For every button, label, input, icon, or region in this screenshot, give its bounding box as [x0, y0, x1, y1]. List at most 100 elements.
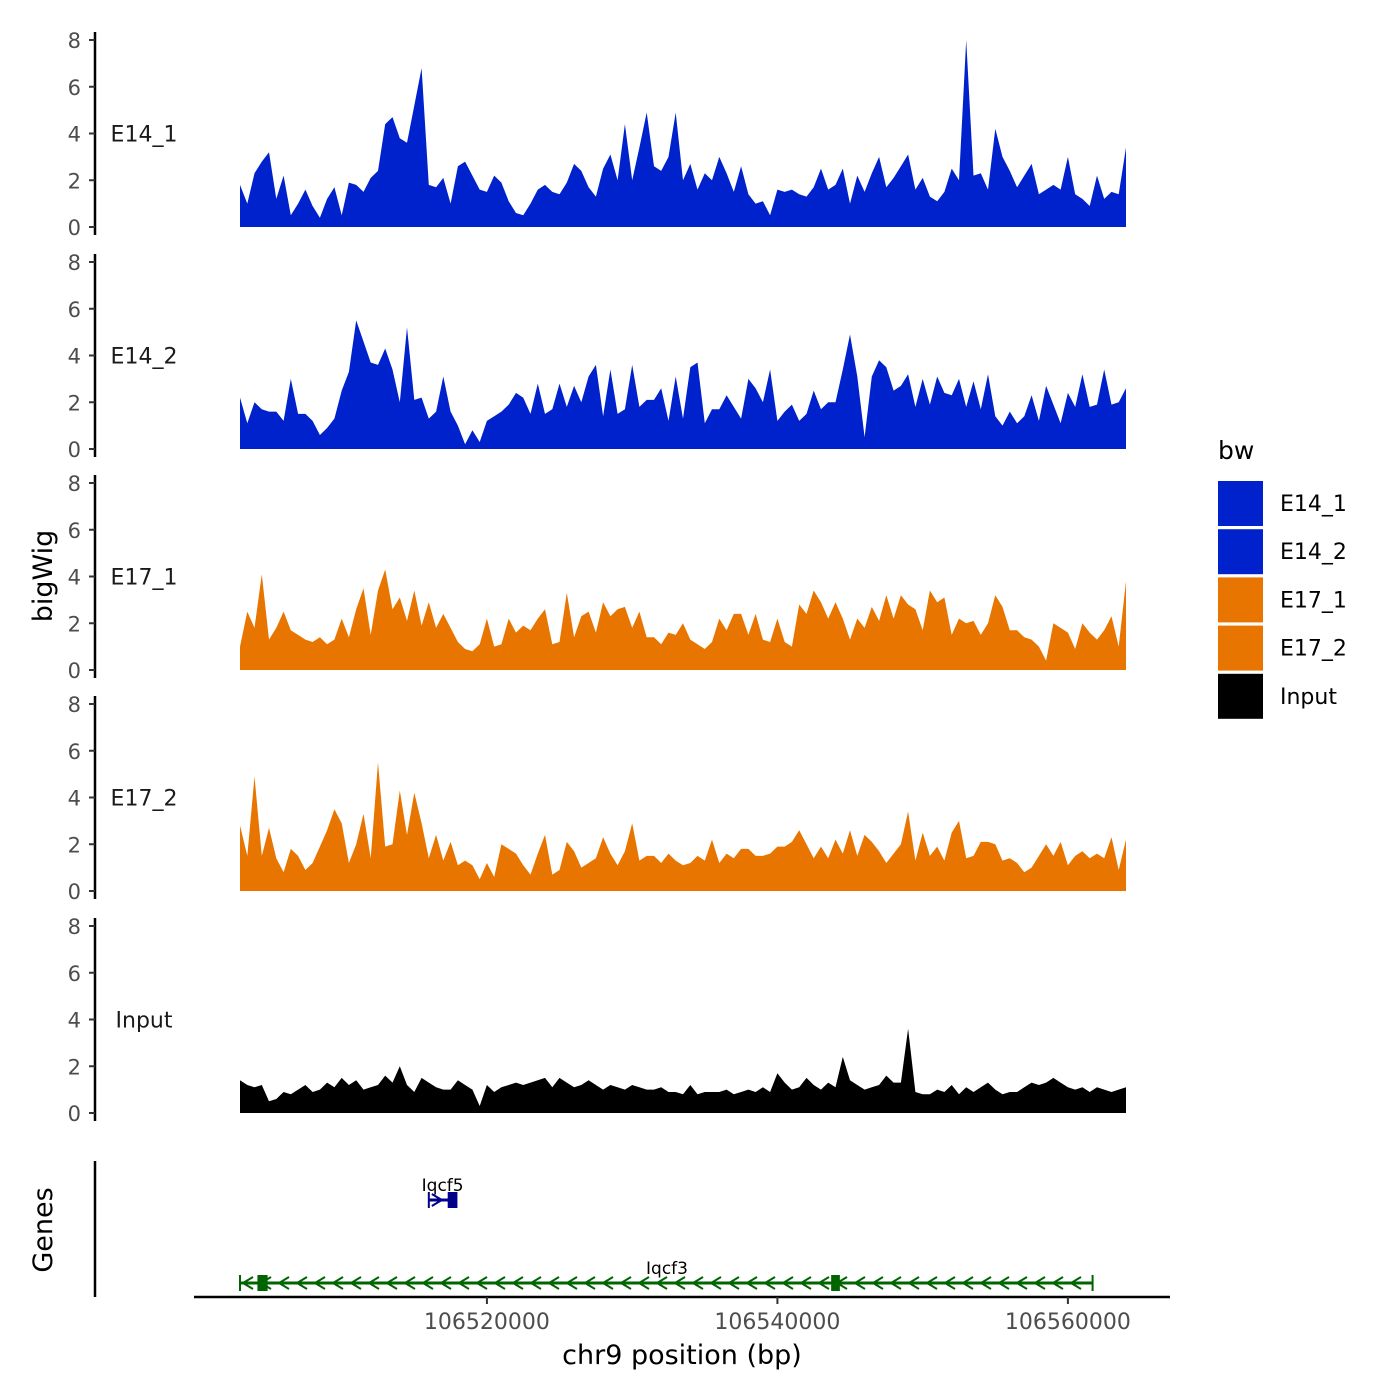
y-axis-title: bigWig	[28, 530, 59, 623]
strand-arrow	[565, 1276, 578, 1290]
track-name-label: Input	[116, 1009, 173, 1034]
strand-arrow	[493, 1276, 506, 1290]
gene-iqcf5: Iqcf5	[422, 1176, 464, 1208]
strand-arrow	[1051, 1276, 1064, 1290]
y-tick-label: 4	[68, 1009, 81, 1033]
x-axis: 106520000 106540000 106560000	[194, 1295, 1170, 1335]
strand-arrow	[691, 1276, 704, 1290]
coverage-area-e14-1	[240, 40, 1126, 227]
strand-arrow	[1015, 1276, 1028, 1290]
gene-iqcf3: Iqcf3	[239, 1259, 1094, 1291]
strand-arrow	[727, 1276, 740, 1290]
gene-name-label: Iqcf3	[646, 1259, 688, 1279]
y-tick-label: 4	[68, 566, 81, 590]
strand-arrow	[421, 1276, 434, 1290]
y-tick-label: 8	[68, 29, 81, 53]
exon	[447, 1192, 456, 1208]
strand-arrow	[655, 1276, 668, 1290]
x-axis-title: chr9 position (bp)	[562, 1340, 802, 1371]
track-name-label: E17_2	[111, 787, 178, 812]
coverage-area-e17-2	[240, 762, 1126, 891]
track-e17-2: 0 2 4 6 8 E17_2	[68, 693, 1126, 904]
strand-arrow	[637, 1276, 650, 1290]
strand-arrow	[997, 1276, 1010, 1290]
track-e14-1: 0 2 4 6 8 E14_1	[68, 29, 1126, 240]
y-tick-label: 2	[68, 391, 81, 415]
strand-arrow	[925, 1276, 938, 1290]
strand-arrow	[943, 1276, 956, 1290]
y-tick-label: 6	[68, 76, 81, 100]
strand-arrow	[403, 1276, 416, 1290]
legend-label: E14_2	[1280, 540, 1347, 565]
track-input: 0 2 4 6 8 Input	[68, 915, 1126, 1126]
strand-arrow	[457, 1276, 470, 1290]
legend-swatch	[1218, 625, 1263, 671]
y-tick-label: 0	[68, 1102, 81, 1126]
legend-label: Input	[1280, 685, 1337, 710]
strand-arrow	[799, 1276, 812, 1290]
y-tick-label: 8	[68, 693, 81, 717]
y-tick-label: 8	[68, 251, 81, 275]
legend-swatch	[1218, 481, 1263, 526]
y-tick-label: 2	[68, 612, 81, 636]
y-tick-label: 0	[68, 438, 81, 462]
strand-arrow	[241, 1276, 254, 1290]
strand-arrow	[601, 1276, 614, 1290]
strand-arrow	[547, 1276, 560, 1290]
x-tick-label: 106540000	[714, 1310, 840, 1335]
strand-arrow	[619, 1276, 632, 1290]
strand-arrow	[889, 1276, 902, 1290]
strand-arrow	[907, 1276, 920, 1290]
legend-swatch	[1218, 577, 1263, 623]
strand-arrow	[277, 1276, 290, 1290]
strand-arrow	[817, 1276, 830, 1290]
track-e14-2: 0 2 4 6 8 E14_2	[68, 251, 1126, 462]
strand-arrow	[583, 1276, 596, 1290]
coverage-tracks: 0 2 4 6 8 E14_1 0 2 4 6 8 E14_2 0 2 4 6 8 E17_1 0 2 4 6 8 E17_2…	[68, 29, 1126, 1126]
genes-panel-title: Genes	[28, 1187, 59, 1272]
track-name-label: E17_1	[111, 566, 178, 591]
strand-arrow	[745, 1276, 758, 1290]
legend-label: E17_2	[1280, 637, 1347, 662]
track-e17-1: 0 2 4 6 8 E17_1	[68, 472, 1126, 683]
legend-label: E17_1	[1280, 588, 1347, 613]
legend-title: bw	[1218, 436, 1254, 465]
y-tick-label: 6	[68, 519, 81, 543]
legend: bw E14_1 E14_2 E17_1 E17_2 Input	[1218, 436, 1347, 719]
strand-arrow	[961, 1276, 974, 1290]
y-tick-label: 0	[68, 880, 81, 904]
strand-arrow	[385, 1276, 398, 1290]
strand-arrow	[349, 1276, 362, 1290]
strand-arrow	[781, 1276, 794, 1290]
exon	[831, 1275, 840, 1291]
strand-arrow	[367, 1276, 380, 1290]
strand-arrow	[511, 1276, 524, 1290]
strand-arrow	[979, 1276, 992, 1290]
y-tick-label: 4	[68, 123, 81, 147]
y-tick-label: 0	[68, 216, 81, 240]
gene-name-label: Iqcf5	[422, 1176, 464, 1196]
track-name-label: E14_2	[111, 345, 178, 370]
strand-arrow	[439, 1276, 452, 1290]
coverage-area-e14-2	[240, 320, 1126, 449]
legend-label: E14_1	[1280, 492, 1347, 517]
strand-arrow	[1033, 1276, 1046, 1290]
strand-arrow	[331, 1276, 344, 1290]
y-tick-label: 6	[68, 740, 81, 764]
strand-arrow	[431, 1193, 444, 1207]
y-tick-label: 2	[68, 833, 81, 857]
x-tick-label: 106560000	[1005, 1310, 1131, 1335]
legend-swatch	[1218, 529, 1263, 575]
y-tick-label: 6	[68, 962, 81, 986]
y-tick-label: 6	[68, 298, 81, 322]
coverage-area-e17-1	[240, 569, 1126, 670]
strand-arrow	[763, 1276, 776, 1290]
coverage-area-input	[240, 1028, 1126, 1113]
genes-panel: Iqcf5 Iqcf3	[93, 1161, 1094, 1297]
strand-arrow	[673, 1276, 686, 1290]
strand-arrow	[475, 1276, 488, 1290]
y-tick-label: 2	[68, 169, 81, 193]
strand-arrow	[853, 1276, 866, 1290]
strand-arrow	[313, 1276, 326, 1290]
